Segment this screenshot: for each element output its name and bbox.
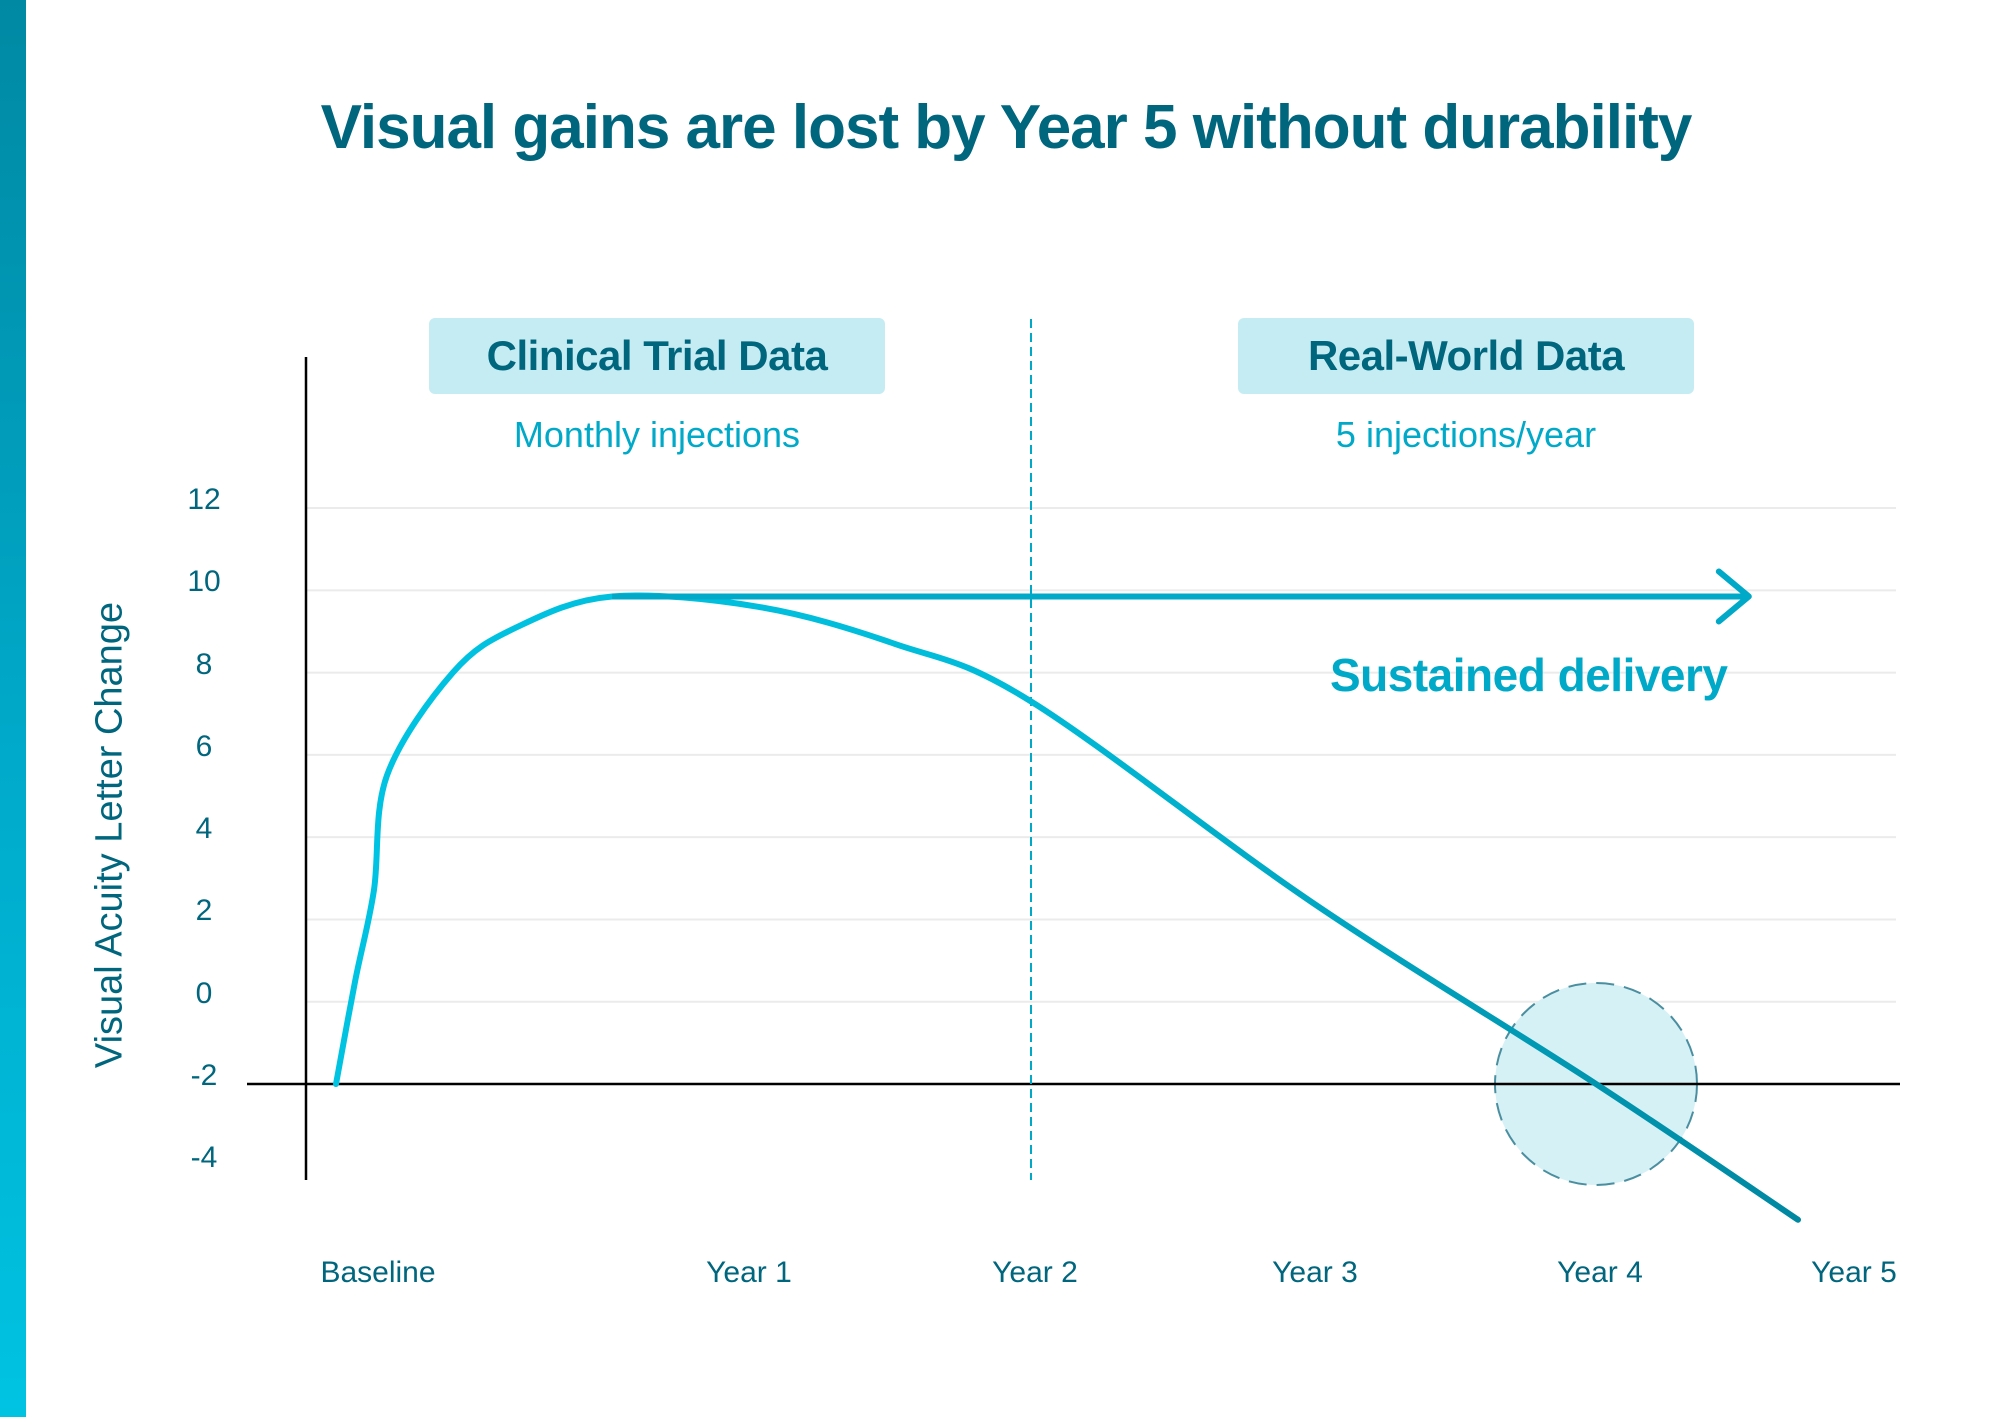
y-axis-title: Visual Acuity Letter Change [88, 601, 131, 1069]
y-tick-label: 12 [187, 483, 221, 517]
y-tick-label: -4 [190, 1141, 218, 1175]
x-tick-label: Baseline [320, 1256, 436, 1289]
real-world-data-label: Real-World Data [1238, 318, 1694, 394]
sustained-delivery-label: Sustained delivery [1330, 649, 1728, 701]
x-tick-label: Year 3 [1272, 1256, 1358, 1289]
y-tick-label: 8 [195, 647, 213, 681]
y-tick-label: -2 [190, 1059, 218, 1092]
clinical-trial-sublabel: Monthly injections [513, 414, 801, 455]
y-tick-label: 6 [195, 729, 213, 763]
series-layer [333, 568, 1802, 1223]
y-tick-label: 0 [195, 976, 213, 1010]
axes [247, 357, 1900, 1180]
acuity-curve [333, 592, 1802, 1223]
chart-title: Visual gains are lost by Year 5 without … [320, 93, 1693, 162]
x-tick-label: Year 5 [1811, 1256, 1897, 1289]
y-tick-label: 4 [195, 812, 213, 846]
y-tick-label: 10 [187, 565, 221, 599]
real-world-sublabel: 5 injections/year [1335, 414, 1597, 455]
y-tick-label: 2 [195, 894, 213, 928]
gridlines [306, 507, 1896, 1003]
x-tick-label: Year 2 [992, 1256, 1078, 1289]
arrowhead-icon [1715, 568, 1752, 625]
clinical-trial-data-label: Clinical Trial Data [429, 318, 885, 394]
x-tick-label: Year 1 [706, 1256, 792, 1289]
x-tick-label: Year 4 [1557, 1256, 1643, 1289]
accent-bar [0, 0, 26, 1417]
